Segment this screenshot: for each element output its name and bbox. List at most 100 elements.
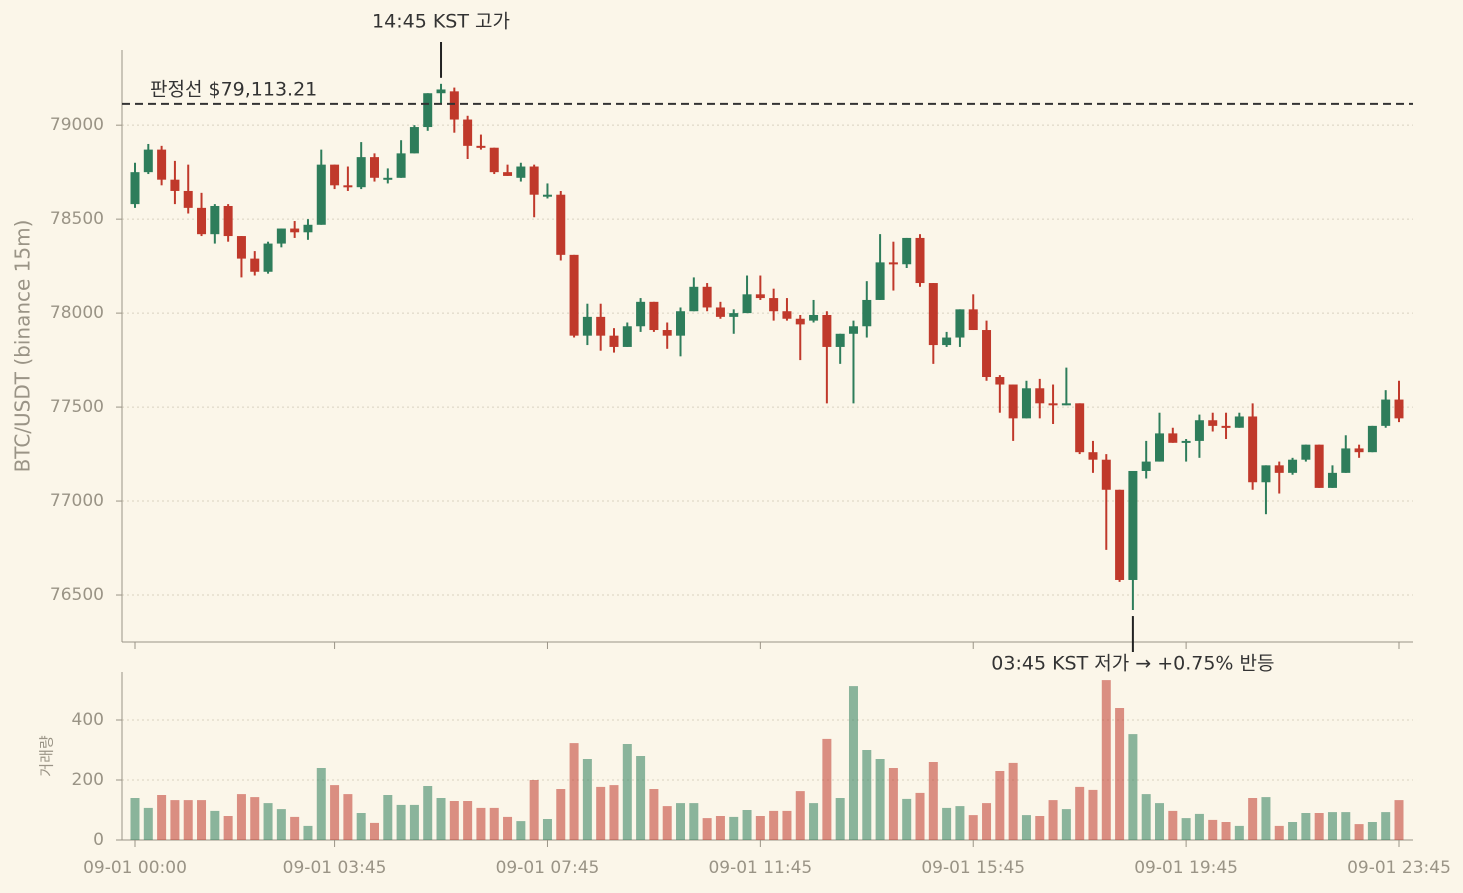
volume-bar [928,762,938,840]
candle-body [130,172,140,205]
candle-body [1261,465,1271,483]
candle-body [862,299,872,327]
candle-body [1168,433,1178,443]
volume-bar [1274,825,1284,840]
volume-bar [303,825,313,840]
candle-body [489,147,499,173]
volume-bar [755,816,765,840]
volume-bar [1394,800,1404,840]
candle-body [782,311,792,319]
volume-bar [210,810,220,840]
volume-bar [982,803,992,840]
candle-body [715,307,725,317]
volume-bar [1061,809,1071,840]
candle-body [542,194,552,197]
candle-body [755,294,765,299]
candle-body [1008,384,1018,419]
candle-body [1327,472,1337,488]
candle-body [649,301,659,331]
candle-body [1341,448,1351,473]
volume-bar [197,800,207,840]
volume-bar [489,807,499,840]
candle-body [423,93,433,128]
x-tick-label: 09-01 00:00 [83,858,187,878]
x-tick-label: 09-01 23:45 [1347,858,1451,878]
candle-body [636,301,646,327]
volume-bar [1115,708,1125,840]
volume-bar [636,756,646,840]
candle-body [1035,388,1045,404]
candle-body [263,243,273,272]
candle-body [689,286,699,312]
volume-bar [290,816,300,840]
candle-body [769,298,779,312]
volume-bar [1181,818,1191,840]
candle-body [516,166,526,178]
volume-bar [888,768,898,840]
candle-body [609,335,619,347]
candle-body [463,119,473,146]
candle-body [1061,403,1071,406]
candle-body [1181,440,1191,443]
candle-body [809,314,819,321]
volume-bar [1128,734,1138,840]
candle-body [902,237,912,265]
y-tick-label: 78000 [50,303,104,323]
candle-body [236,236,246,259]
volume-bar [942,807,952,840]
volume-bar [676,803,686,840]
volume-bar [1327,812,1337,840]
candle-body [436,89,446,94]
candle-body [742,294,752,314]
volume-bar [143,807,153,840]
x-tick-label: 09-01 03:45 [283,858,387,878]
volume-bar [503,816,513,840]
volume-bar [862,750,872,840]
candle-body [1367,425,1377,453]
candle-body [556,194,566,255]
volume-bar [529,780,539,840]
volume-bar [609,785,619,840]
candle-body [1274,465,1284,473]
y-axis-label: BTC/USDT (binance 15m) [11,220,35,473]
volume-bar [1354,824,1364,840]
volume-bar [782,810,792,840]
candle-body [835,333,845,347]
candle-body [702,286,712,308]
volume-bar [516,821,526,840]
candle-body [369,157,379,178]
y-tick-label: 400 [72,710,104,730]
y-tick-label: 79000 [50,115,104,135]
candle-body [1301,444,1311,460]
volume-bar [183,800,193,840]
candle-body [290,228,300,233]
volume-bar [1381,812,1391,840]
y-tick-label: 77000 [50,491,104,511]
volume-bar [1221,822,1231,840]
candle-body [303,224,313,233]
volume-bar [848,686,858,840]
candle-body [875,262,885,300]
volume-bar [822,738,832,840]
volume-bar [715,816,725,840]
volume-bar [1301,813,1311,840]
volume-bar [1008,762,1018,840]
volume-bar [170,800,180,840]
candle-body [409,127,419,154]
volume-bar [276,809,286,840]
annotation: 14:45 KST 고가 [372,11,510,33]
volume-bar [356,813,366,840]
candle-body [1075,403,1085,453]
reference-label: 판정선 $79,113.21 [150,78,317,100]
volume-bar [902,798,912,840]
x-tick-label: 09-01 07:45 [496,858,600,878]
candle-body [1021,388,1031,419]
candle-body [1101,459,1111,490]
candle-body [1128,470,1138,580]
candle-body [1208,420,1218,426]
volume-bar [449,801,459,840]
candle-body [1314,444,1324,488]
candle-body [955,309,965,338]
candle-body [1234,416,1244,428]
